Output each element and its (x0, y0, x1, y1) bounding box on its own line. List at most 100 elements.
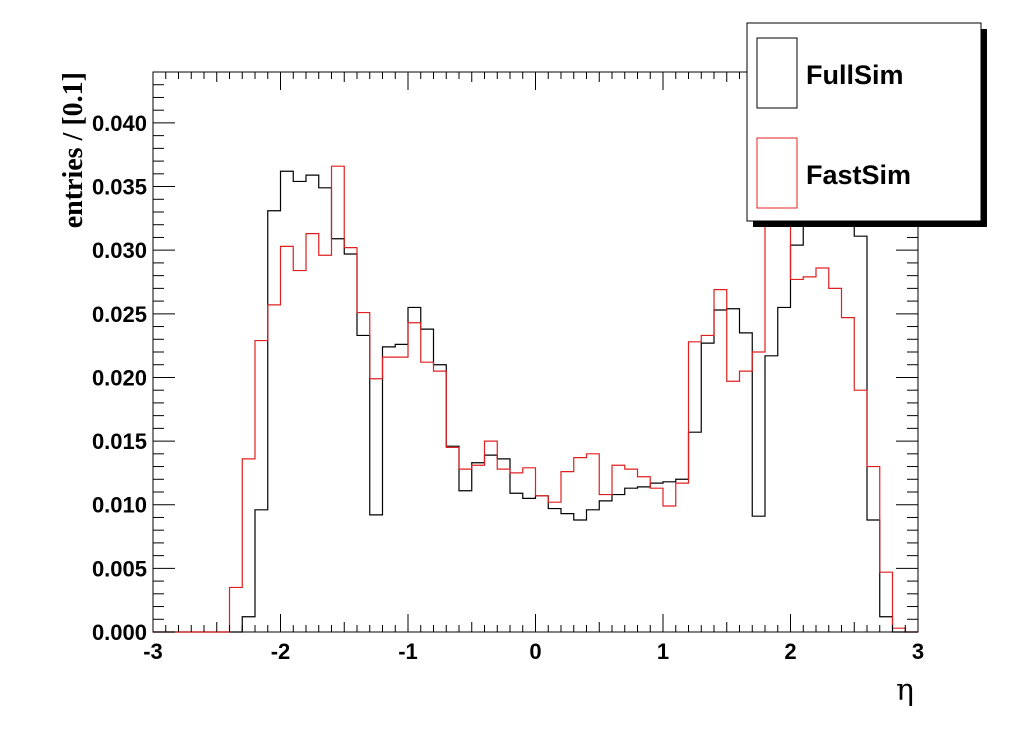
histogram-bin (842, 212, 855, 632)
histogram-bin (676, 483, 689, 632)
histogram-bin (332, 239, 345, 632)
histogram-bin (434, 365, 447, 632)
histogram-bin (701, 343, 714, 632)
histogram-bin (421, 329, 434, 632)
x-tick-label: -3 (143, 639, 163, 664)
histogram-bin (587, 454, 600, 632)
histogram-bin (332, 166, 345, 632)
histogram-bin (701, 335, 714, 632)
histogram-bin (791, 279, 804, 632)
histogram-bin (867, 467, 880, 632)
histogram-bin (268, 211, 281, 632)
histogram-bin (714, 310, 727, 632)
histogram-bin (740, 333, 753, 632)
histogram-bin (663, 506, 676, 632)
histogram-bin (867, 520, 880, 632)
histogram-bin (561, 514, 574, 632)
histogram-bin (230, 587, 243, 632)
histogram-bin (395, 357, 408, 632)
histogram-bin (599, 495, 612, 632)
histogram-bin (293, 181, 306, 632)
histogram-bin (778, 215, 791, 632)
histogram-bin (319, 255, 332, 632)
histogram-bin (612, 465, 625, 632)
histogram-bin (268, 305, 281, 632)
histogram-bin (485, 441, 498, 632)
histogram-bin (293, 271, 306, 632)
histogram-bin (242, 459, 255, 632)
histogram-bin (459, 469, 472, 632)
y-tick-label: 0.025 (92, 302, 147, 327)
series-line-fullsim (153, 170, 918, 633)
histogram-bin (880, 572, 893, 632)
histogram-bin (663, 482, 676, 632)
legend-swatch-fullsim (756, 37, 798, 109)
histogram-bin (842, 318, 855, 632)
histogram-bin (319, 188, 332, 632)
histogram-bin (497, 469, 510, 632)
histogram-bin (803, 277, 816, 632)
histogram-bin (752, 516, 765, 632)
histogram-bin (395, 344, 408, 632)
histogram-bin (561, 472, 574, 632)
histogram-bin (816, 268, 829, 632)
y-tick-label: 0.000 (92, 620, 147, 645)
histogram-bin (281, 246, 294, 632)
histogram-bin (306, 234, 319, 632)
histogram-bin (625, 469, 638, 632)
histogram-bin (408, 323, 421, 632)
histogram-bin (714, 290, 727, 632)
histogram-bin (472, 465, 485, 632)
x-tick-label: -2 (271, 639, 291, 664)
histogram-bin (778, 307, 791, 632)
y-axis-ticks: 0.000 0.005 0.010 0.015 0.020 0.025 0.030 0.035… (92, 71, 918, 645)
legend-label-fullsim: FullSim (806, 60, 904, 90)
x-axis-title: η (896, 673, 914, 708)
histogram-bin (357, 335, 370, 632)
series-line-fastsim (153, 165, 918, 633)
histogram-bin (638, 477, 651, 632)
histogram-bin (446, 447, 459, 632)
histogram-bin (599, 501, 612, 632)
histogram-bin (574, 520, 587, 632)
histogram-bin (829, 288, 842, 632)
legend: FullSim FastSim (746, 22, 987, 227)
histogram-bin (765, 226, 778, 632)
histogram-bin (383, 347, 396, 632)
x-tick-label: 2 (784, 639, 796, 664)
histogram-bin (434, 371, 447, 632)
histogram-bin (765, 356, 778, 632)
histogram-bin (523, 468, 536, 632)
histogram-bin (255, 341, 268, 632)
y-axis-title: entries / [0.1] (58, 72, 89, 228)
histogram-bin (727, 381, 740, 632)
histogram-bin (472, 463, 485, 632)
histogram-bin (523, 498, 536, 632)
histogram-bin (485, 455, 498, 632)
histogram-bin (740, 371, 753, 632)
histogram-bin (829, 203, 842, 632)
histogram-bin (510, 493, 523, 632)
histogram-bin (816, 197, 829, 632)
histogram-bin (612, 495, 625, 632)
histogram-bin (650, 488, 663, 632)
histogram-bin (242, 617, 255, 632)
series-fullsim (153, 170, 918, 633)
histogram-bin (791, 245, 804, 632)
histogram-bin (854, 390, 867, 632)
histogram-bin (344, 254, 357, 632)
y-tick-label: 0.005 (92, 556, 147, 581)
histogram-bin (727, 309, 740, 632)
histogram-bin (638, 487, 651, 632)
series-fastsim (153, 165, 918, 633)
histogram-bin (548, 502, 561, 632)
histogram-bin (370, 515, 383, 632)
histogram-bin (803, 218, 816, 632)
histogram-bin (408, 307, 421, 632)
legend-swatch-fastsim (756, 137, 798, 209)
histogram-bin (281, 171, 294, 632)
histogram-bin (536, 496, 549, 632)
y-tick-label: 0.010 (92, 493, 147, 518)
histogram-bin (574, 458, 587, 632)
histogram-bin (676, 479, 689, 632)
